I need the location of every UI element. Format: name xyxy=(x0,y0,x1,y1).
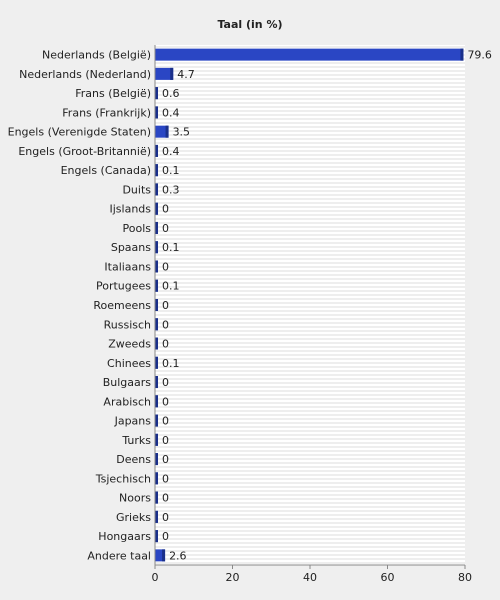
category-label: Frans (Frankrijk) xyxy=(62,106,151,119)
value-label: 0 xyxy=(162,260,169,273)
x-tick-label: 80 xyxy=(458,571,472,584)
bar-edge xyxy=(165,125,169,138)
bar-edge xyxy=(155,414,158,427)
category-label: Deens xyxy=(116,453,151,466)
value-label: 0.1 xyxy=(162,280,180,293)
value-label: 0 xyxy=(162,530,169,543)
bar-edge xyxy=(155,356,158,369)
value-label: 0 xyxy=(162,472,169,485)
x-tick-label: 60 xyxy=(381,571,395,584)
category-label: Andere taal xyxy=(87,549,151,562)
plot-area xyxy=(155,45,465,565)
bar-edge xyxy=(155,202,158,215)
x-tick-labels: 0 20 40 60 80 xyxy=(152,571,473,584)
value-label: 0 xyxy=(162,434,169,447)
category-label: Russisch xyxy=(104,318,151,331)
category-label: Engels (Canada) xyxy=(61,164,151,177)
value-label: 79.6 xyxy=(467,49,492,62)
value-label: 0 xyxy=(162,415,169,428)
bar-edge xyxy=(155,299,158,311)
bar-edge xyxy=(155,318,158,331)
category-label: Chinees xyxy=(107,357,151,370)
category-label: Noors xyxy=(119,492,151,505)
value-label: 0.4 xyxy=(162,145,180,158)
bar-edge xyxy=(155,337,158,350)
bars xyxy=(155,48,464,562)
category-label: Ijslands xyxy=(109,203,151,216)
bar-edge xyxy=(155,376,158,389)
value-label: 0 xyxy=(162,203,169,216)
category-label: Japans xyxy=(114,415,152,428)
bar-edge xyxy=(155,433,158,446)
bar-edge xyxy=(155,221,158,234)
category-label: Grieks xyxy=(116,511,151,524)
value-label: 0 xyxy=(162,222,169,235)
grid-lines xyxy=(155,46,465,564)
category-label: Zweeds xyxy=(108,338,151,351)
bar-edge xyxy=(155,106,158,119)
value-labels: 79.6 4.7 0.6 0.4 3.5 0.4 0.1 0.3 0 0 0.1 0 0.1 0 0 0 0.1… xyxy=(162,49,492,563)
value-label: 0.4 xyxy=(162,106,180,119)
category-label: Nederlands (België) xyxy=(42,49,151,62)
value-label: 0 xyxy=(162,299,169,312)
bar-edge xyxy=(155,395,158,408)
bar-edge xyxy=(155,144,158,157)
category-label: Spaans xyxy=(111,241,151,254)
bar xyxy=(155,67,174,80)
value-label: 0.1 xyxy=(162,164,180,177)
value-label: 0.1 xyxy=(162,357,180,370)
category-label: Frans (België) xyxy=(75,87,151,100)
bar-edge xyxy=(155,241,158,254)
category-label: Tsjechisch xyxy=(95,472,151,485)
value-label: 0 xyxy=(162,338,169,351)
category-label: Italiaans xyxy=(104,260,151,273)
bar-edge xyxy=(155,530,158,543)
x-tick-label: 0 xyxy=(152,571,159,584)
bar xyxy=(155,48,464,61)
bar-edge xyxy=(155,279,158,292)
category-label: Roemeens xyxy=(93,299,151,312)
category-label: Portugees xyxy=(96,280,151,293)
value-label: 0 xyxy=(162,453,169,466)
category-label: Duits xyxy=(122,183,151,196)
x-tick-label: 40 xyxy=(303,571,317,584)
category-label: Engels (Verenigde Staten) xyxy=(8,126,151,139)
bar-edge xyxy=(170,67,174,80)
bar-edge xyxy=(155,453,158,466)
bar-edge xyxy=(155,472,158,485)
bar xyxy=(155,549,166,562)
value-label: 0 xyxy=(162,376,169,389)
bar-edge xyxy=(155,260,158,273)
value-label: 2.6 xyxy=(169,549,187,562)
value-label: 0 xyxy=(162,511,169,524)
value-label: 0 xyxy=(162,492,169,505)
axes xyxy=(154,45,466,569)
bar-edge xyxy=(460,48,464,61)
value-label: 0 xyxy=(162,395,169,408)
category-label: Bulgaars xyxy=(103,376,152,389)
value-label: 3.5 xyxy=(173,126,191,139)
bar-edge xyxy=(155,491,158,504)
value-label: 0.1 xyxy=(162,241,180,254)
category-label: Turks xyxy=(121,434,151,447)
value-label: 0 xyxy=(162,318,169,331)
bar-edge xyxy=(155,183,158,196)
category-label: Arabisch xyxy=(103,395,151,408)
category-label: Pools xyxy=(123,222,152,235)
category-label: Nederlands (Nederland) xyxy=(19,68,151,81)
category-label: Engels (Groot-Britannië) xyxy=(18,145,151,158)
bar xyxy=(155,125,169,138)
bar-edge xyxy=(155,164,158,177)
bar-edge xyxy=(162,549,166,562)
value-label: 0.6 xyxy=(162,87,180,100)
value-label: 4.7 xyxy=(177,68,195,81)
chart-title: Taal (in %) xyxy=(217,18,282,31)
value-label: 0.3 xyxy=(162,183,180,196)
bar-edge xyxy=(155,510,158,523)
category-label: Hongaars xyxy=(98,530,151,543)
x-tick-label: 20 xyxy=(226,571,240,584)
category-labels: Nederlands (België) Nederlands (Nederland… xyxy=(8,49,152,563)
bar-edge xyxy=(155,87,158,100)
